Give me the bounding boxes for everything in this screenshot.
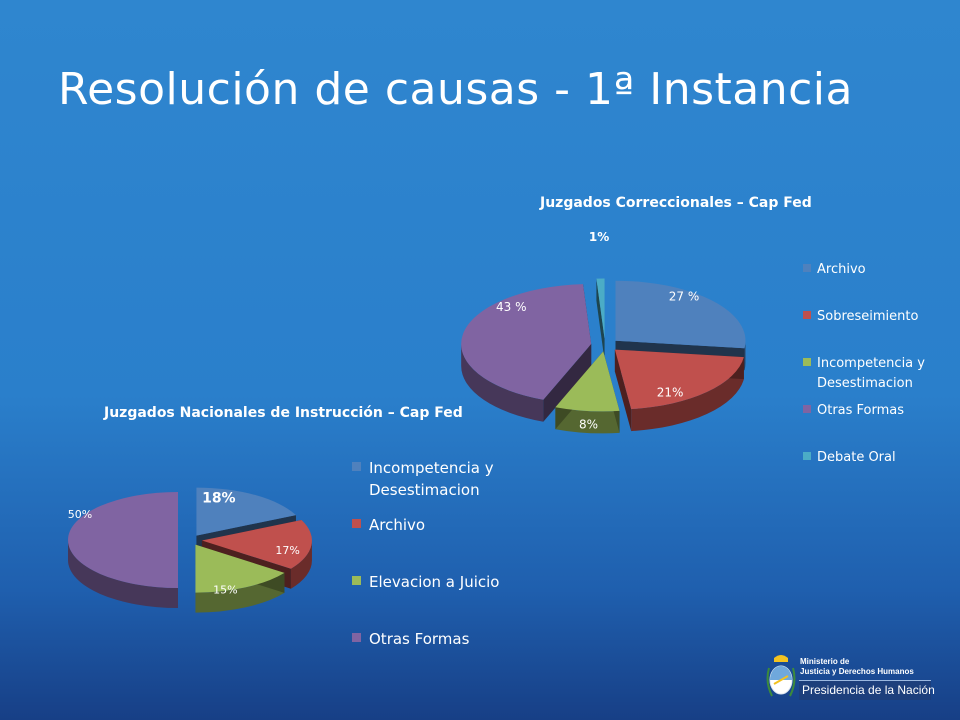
data-label-elevacion-a-juicio: 15% xyxy=(213,583,237,596)
legend-label: Sobreseimiento xyxy=(817,309,919,324)
argentina-coat-of-arms-icon xyxy=(766,655,796,697)
legend-swatch xyxy=(352,462,361,471)
data-label-debate-oral: 1% xyxy=(589,230,609,244)
legend-label: Archivo xyxy=(369,516,426,534)
legend-label: Incompetencia y Desestimacion xyxy=(817,356,925,391)
logo-line-presidencia: Presidencia de la Nación xyxy=(802,683,935,697)
legend-item-archivo: Archivo xyxy=(352,514,552,571)
logo-line-justicia: Justicia y Derechos Humanos xyxy=(800,667,914,676)
chart-title-correccionales: Juzgados Correccionales – Cap Fed xyxy=(540,195,812,211)
data-label-incompetencia-y-desestimacion: 8% xyxy=(579,417,598,431)
page-title: Resolución de causas - 1ª Instancia xyxy=(58,64,853,115)
pie-slice-otras-formas xyxy=(461,284,592,422)
legend-item-incompetencia-y-desestimacion: Incompetencia y Desestimacion xyxy=(352,457,552,514)
pie-slice-otras-formas xyxy=(68,492,178,608)
data-label-incompetencia-y-desestimacion: 18% xyxy=(202,490,236,506)
legend-label: Otras Formas xyxy=(817,403,905,418)
chart-title-instruccion: Juzgados Nacionales de Instrucción – Cap… xyxy=(104,405,463,421)
pie-slice-debate-oral xyxy=(596,278,605,361)
data-label-archivo: 17% xyxy=(275,544,299,557)
pie-slice-incompetencia-y-desestimacion xyxy=(555,351,620,434)
legend-label: Elevacion a Juicio xyxy=(369,573,500,591)
pie-chart-instruccion: 18% 17% 15% 50% xyxy=(68,487,312,613)
legend-label: Incompetencia y Desestimacion xyxy=(369,459,494,499)
legend-correccionales: Archivo Sobreseimiento Incompetencia y Des… xyxy=(803,260,953,495)
legend-item-archivo: Archivo xyxy=(803,260,953,307)
data-label-otras-formas: 50% xyxy=(68,508,92,521)
legend-swatch xyxy=(803,358,811,366)
pie-slice-elevacion-a-juicio xyxy=(195,544,285,613)
legend-swatch xyxy=(803,405,811,413)
ministry-logo: Ministerio de Justicia y Derechos Humano… xyxy=(766,652,935,704)
legend-label: Debate Oral xyxy=(817,450,896,465)
data-label-archivo: 27 % xyxy=(669,289,700,303)
pie-chart-correccionales: 27 % 21% 8% 43 % 1% xyxy=(461,230,746,434)
logo-line-ministerio: Ministerio de xyxy=(800,657,850,666)
legend-label: Archivo xyxy=(817,262,866,277)
legend-item-sobreseimiento: Sobreseimiento xyxy=(803,307,953,354)
legend-swatch xyxy=(352,576,361,585)
logo-banner xyxy=(799,680,931,700)
legend-item-incompetencia-y-desestimacion: Incompetencia y Desestimacion xyxy=(803,354,953,401)
legend-swatch xyxy=(803,311,811,319)
legend-swatch xyxy=(803,452,811,460)
legend-swatch xyxy=(352,633,361,642)
legend-item-debate-oral: Debate Oral xyxy=(803,448,953,495)
data-label-sobreseimiento: 21% xyxy=(657,386,684,400)
legend-swatch xyxy=(352,519,361,528)
legend-swatch xyxy=(803,264,811,272)
legend-item-elevacion-a-juicio: Elevacion a Juicio xyxy=(352,571,552,628)
data-label-otras-formas: 43 % xyxy=(496,300,527,314)
legend-item-otras-formas: Otras Formas xyxy=(352,628,552,685)
legend-label: Otras Formas xyxy=(369,630,470,648)
legend-item-otras-formas: Otras Formas xyxy=(803,401,953,448)
pie-slice-sobreseimiento xyxy=(614,349,744,432)
legend-instruccion: Incompetencia y Desestimacion Archivo Elev… xyxy=(352,457,552,685)
